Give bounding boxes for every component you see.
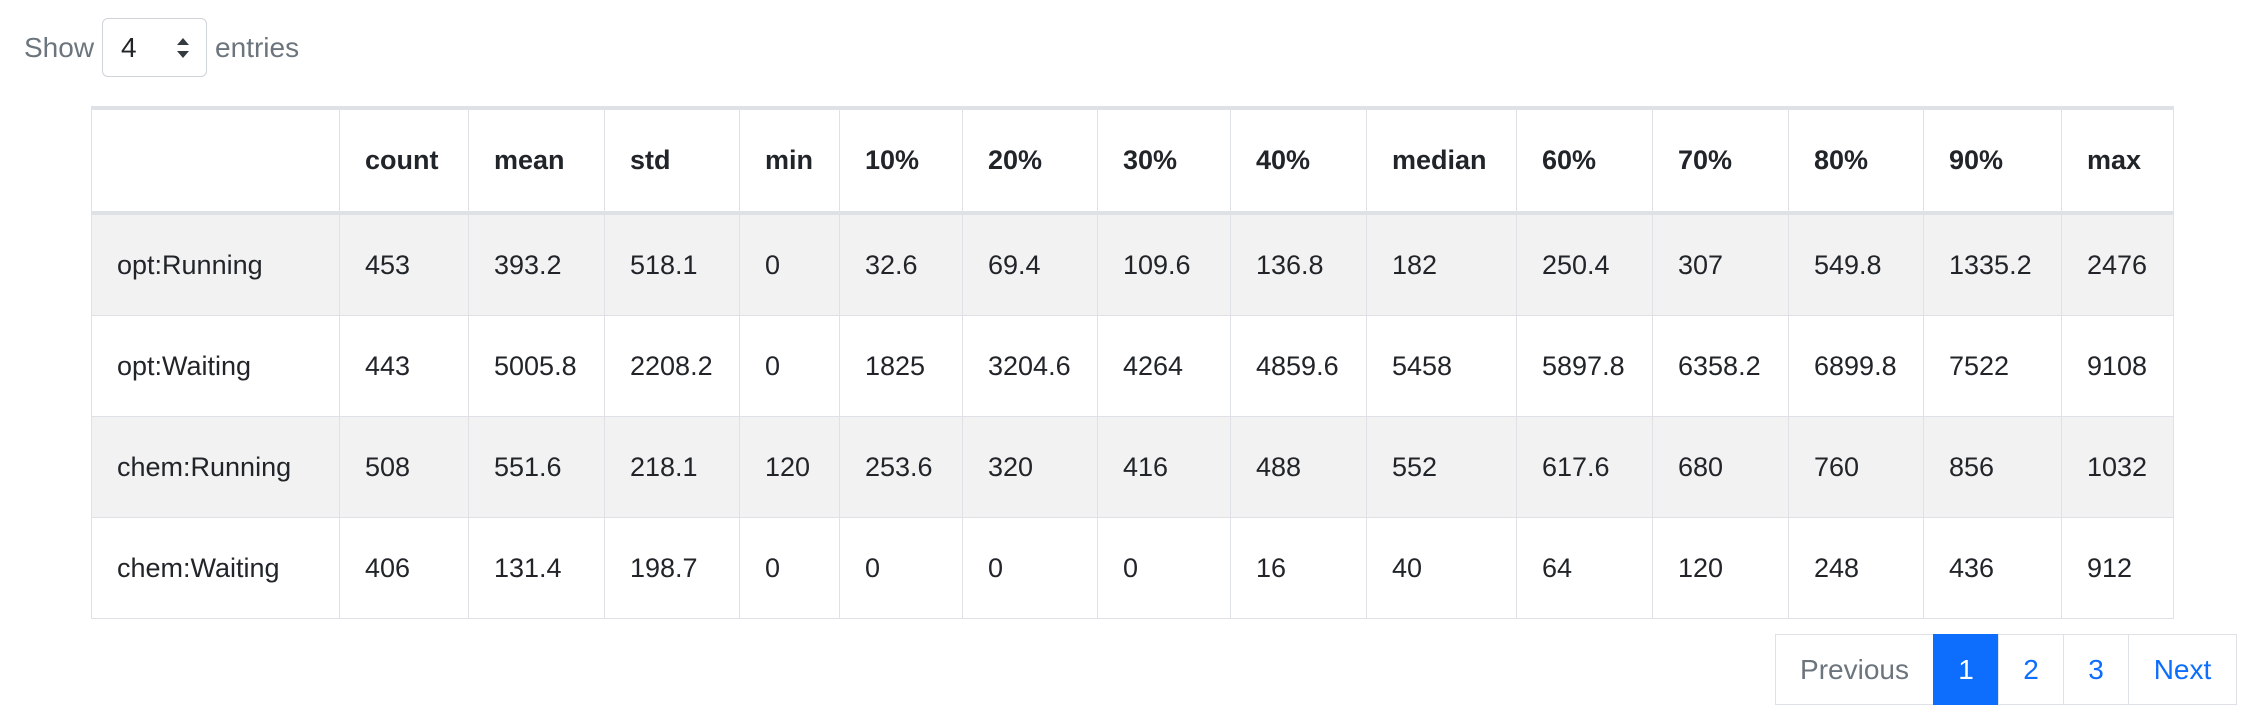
cell: 2476 (2061, 212, 2174, 316)
cell: 64 (1516, 517, 1653, 619)
row-label: opt:Running (91, 212, 340, 316)
cell: 416 (1097, 416, 1231, 518)
cell: 0 (962, 517, 1098, 619)
cell: 253.6 (839, 416, 963, 518)
cell: 393.2 (468, 212, 605, 316)
cell: 6899.8 (1788, 315, 1924, 417)
cell: 4264 (1097, 315, 1231, 417)
column-header: 60% (1516, 106, 1653, 215)
cell: 136.8 (1230, 212, 1367, 316)
cell: 120 (739, 416, 840, 518)
cell: 32.6 (839, 212, 963, 316)
cell: 552 (1366, 416, 1517, 518)
cell: 406 (339, 517, 469, 619)
cell: 453 (339, 212, 469, 316)
cell: 198.7 (604, 517, 740, 619)
table-row: opt:Waiting 443 5005.8 2208.2 0 1825 3204.6 426… (91, 315, 2174, 417)
cell: 856 (1923, 416, 2062, 518)
column-header: std (604, 106, 740, 215)
length-control: Show 4 entries (24, 17, 299, 78)
previous-button[interactable]: Previous (1775, 634, 1934, 705)
entries-label: entries (215, 31, 300, 63)
table-row: chem:Waiting 406 131.4 198.7 0 0 0 0 16 40 64 120 24… (91, 517, 2174, 619)
cell: 488 (1230, 416, 1367, 518)
cell: 131.4 (468, 517, 605, 619)
cell: 549.8 (1788, 212, 1924, 316)
cell: 120 (1652, 517, 1789, 619)
cell: 1335.2 (1923, 212, 2062, 316)
cell: 3204.6 (962, 315, 1098, 417)
column-header: 10% (839, 106, 963, 215)
column-header: count (339, 106, 469, 215)
cell: 1032 (2061, 416, 2174, 518)
cell: 7522 (1923, 315, 2062, 417)
cell: 1825 (839, 315, 963, 417)
row-label: opt:Waiting (91, 315, 340, 417)
cell: 0 (1097, 517, 1231, 619)
page-length-select[interactable]: 4 (102, 18, 208, 77)
cell: 16 (1230, 517, 1367, 619)
cell: 0 (839, 517, 963, 619)
column-header: 40% (1230, 106, 1367, 215)
column-header: max (2061, 106, 2174, 215)
cell: 5005.8 (468, 315, 605, 417)
column-header: 90% (1923, 106, 2062, 215)
header-row: count mean std min 10% 20% 30% 40% median 60% 70% 8… (91, 106, 2174, 215)
column-header: min (739, 106, 840, 215)
cell: 760 (1788, 416, 1924, 518)
cell: 0 (739, 212, 840, 316)
column-header: 80% (1788, 106, 1924, 215)
cell: 69.4 (962, 212, 1098, 316)
cell: 2208.2 (604, 315, 740, 417)
page-length-value: 4 (121, 31, 137, 63)
cell: 551.6 (468, 416, 605, 518)
cell: 5897.8 (1516, 315, 1653, 417)
cell: 182 (1366, 212, 1517, 316)
stats-table: count mean std min 10% 20% 30% 40% median 60% 70% 8… (91, 106, 2174, 619)
show-label: Show (24, 31, 95, 63)
cell: 218.1 (604, 416, 740, 518)
cell: 443 (339, 315, 469, 417)
page-button[interactable]: 3 (2063, 634, 2129, 705)
cell: 0 (739, 517, 840, 619)
cell: 436 (1923, 517, 2062, 619)
cell: 320 (962, 416, 1098, 518)
cell: 912 (2061, 517, 2174, 619)
page-button[interactable]: 2 (1998, 634, 2064, 705)
page-button[interactable]: 1 (1933, 634, 1999, 705)
cell: 680 (1652, 416, 1789, 518)
row-label: chem:Running (91, 416, 340, 518)
column-header: 20% (962, 106, 1098, 215)
cell: 0 (739, 315, 840, 417)
cell: 9108 (2061, 315, 2174, 417)
cell: 250.4 (1516, 212, 1653, 316)
cell: 508 (339, 416, 469, 518)
cell: 4859.6 (1230, 315, 1367, 417)
corner-cell (91, 106, 340, 215)
cell: 40 (1366, 517, 1517, 619)
cell: 617.6 (1516, 416, 1653, 518)
next-button[interactable]: Next (2128, 634, 2237, 705)
column-header: 30% (1097, 106, 1231, 215)
pagination: Previous 1 2 3 Next (1775, 634, 2237, 705)
cell: 109.6 (1097, 212, 1231, 316)
select-arrows (177, 37, 190, 58)
cell: 248 (1788, 517, 1924, 619)
column-header: 70% (1652, 106, 1789, 215)
row-label: chem:Waiting (91, 517, 340, 619)
column-header: mean (468, 106, 605, 215)
table-row: chem:Running 508 551.6 218.1 120 253.6 320 416 4… (91, 416, 2174, 518)
column-header: median (1366, 106, 1517, 215)
cell: 518.1 (604, 212, 740, 316)
cell: 6358.2 (1652, 315, 1789, 417)
cell: 5458 (1366, 315, 1517, 417)
cell: 307 (1652, 212, 1789, 316)
table-row: opt:Running 453 393.2 518.1 0 32.6 69.4 109.6 13… (91, 212, 2174, 316)
